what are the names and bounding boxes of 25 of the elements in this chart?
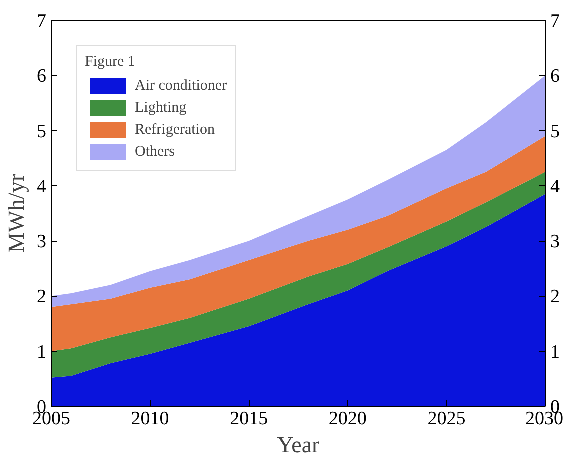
y-tick-label: 7 xyxy=(37,11,46,32)
legend-title: Figure 1 xyxy=(85,54,136,71)
y2-tick-label: 5 xyxy=(550,121,560,142)
legend-label: Others xyxy=(135,144,175,160)
legend-label: Air conditioner xyxy=(135,78,228,94)
y2-tick-label: 3 xyxy=(550,232,560,253)
y2-tick-label: 2 xyxy=(550,286,560,308)
y2-tick-label: 7 xyxy=(550,11,560,32)
x-tick-label: 2025 xyxy=(428,408,466,430)
y-tick-label: 2 xyxy=(37,286,46,308)
x-tick-label: 2020 xyxy=(328,408,367,430)
y-axis-title: MWh/yr xyxy=(4,174,29,254)
y-tick-label: 3 xyxy=(37,232,46,253)
x-axis-title: Year xyxy=(277,432,320,458)
legend-label: Refrigeration xyxy=(135,122,215,138)
legend-label: Lighting xyxy=(135,100,187,116)
x-tick-label: 2015 xyxy=(230,408,268,430)
y2-tick-label: 1 xyxy=(550,342,560,363)
y-tick-label: 6 xyxy=(37,66,46,88)
y-tick-label: 4 xyxy=(37,176,47,198)
y-tick-label: 1 xyxy=(37,342,46,363)
y-tick-label: 5 xyxy=(37,121,46,142)
y2-tick-label: 6 xyxy=(550,66,560,88)
x-tick-label: 2010 xyxy=(131,408,170,430)
y2-tick-label: 4 xyxy=(550,176,560,198)
